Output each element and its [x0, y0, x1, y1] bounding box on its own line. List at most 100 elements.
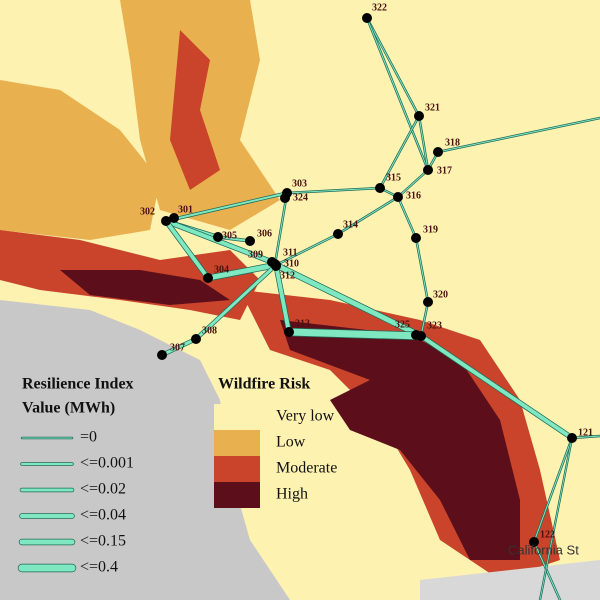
node: [161, 216, 171, 226]
node: [433, 147, 443, 157]
node: [157, 350, 167, 360]
node: [414, 111, 424, 121]
node: [284, 327, 294, 337]
legend-entries: =0 <=0.001 <=0.02 <=0.04 <=0.15 <=0.4: [17, 429, 134, 576]
line: [418, 115, 429, 171]
line: [274, 263, 291, 334]
legend-swatch: [214, 430, 260, 456]
line: [437, 117, 600, 153]
node-label: 311: [283, 247, 297, 258]
node-label: 304: [214, 264, 229, 275]
legend-swatch: [214, 456, 260, 482]
node-label: 323: [427, 320, 442, 331]
line: [160, 337, 198, 357]
legend-label: <=0.02: [80, 481, 126, 498]
node-label: 312: [280, 270, 295, 281]
line: [217, 236, 251, 242]
line: [533, 437, 573, 543]
transmission-lines: [159, 16, 600, 600]
node: [416, 331, 426, 341]
line: [366, 17, 420, 117]
legend-title: Value (MWh): [22, 400, 115, 417]
node-label: 321: [425, 102, 440, 113]
node-label: 121: [578, 427, 593, 438]
node: [375, 183, 385, 193]
line: [539, 437, 573, 600]
line: [274, 192, 288, 265]
line: [275, 233, 339, 266]
legend-resilience: Resilience Index Value (MWh) =0 <=0.001 <=…: [17, 376, 134, 576]
node-label: 320: [433, 289, 448, 300]
line: [194, 263, 278, 341]
legend-label: Low: [276, 434, 306, 451]
node: [423, 297, 433, 307]
place-label: California St: [508, 542, 579, 557]
line: [286, 187, 381, 194]
node-label: 307: [170, 342, 185, 353]
node-label: 302: [140, 206, 155, 217]
node: [393, 192, 403, 202]
node: [411, 233, 421, 243]
node-label: 316: [406, 190, 421, 201]
node-label: 122: [540, 529, 555, 540]
node-label: 308: [202, 325, 217, 336]
node-label: 309: [248, 249, 263, 260]
line: [533, 541, 561, 600]
legend-wildfire: Wildfire Risk Very low Low Moderate High: [214, 376, 337, 508]
node: [280, 193, 290, 203]
legend-swatch: [214, 404, 260, 430]
legend-label: <=0.15: [80, 533, 126, 550]
legend-entries: Very low Low Moderate High: [214, 404, 337, 508]
node-label: 314: [343, 219, 358, 230]
node: [333, 229, 343, 239]
line: [397, 196, 417, 239]
node-label: 319: [423, 224, 438, 235]
line: [285, 328, 425, 340]
node: [169, 213, 179, 223]
legend-label: Moderate: [276, 460, 337, 477]
line: [415, 237, 429, 303]
line: [366, 17, 429, 171]
legend-title: Resilience Index: [22, 376, 134, 393]
node-label: 301: [178, 204, 193, 215]
node-label: 322: [372, 2, 387, 13]
node: [529, 537, 539, 547]
line: [165, 192, 288, 222]
legend-label: <=0.001: [80, 455, 134, 472]
substations: 322 321 318 317 315 316 303 324 314 319 302 301 305 3…: [140, 2, 593, 547]
node: [362, 13, 372, 23]
node-label: 303: [292, 178, 307, 189]
node-label: 306: [257, 228, 272, 239]
node: [271, 261, 281, 271]
node-label: 317: [437, 165, 452, 176]
line: [420, 301, 429, 337]
legend-label: =0: [80, 429, 97, 446]
legend-label: <=0.04: [80, 507, 126, 524]
node: [213, 232, 223, 242]
node: [191, 334, 201, 344]
node: [567, 433, 577, 443]
node-label: 305: [222, 230, 237, 241]
line: [273, 262, 424, 339]
legend-label: Very low: [276, 408, 335, 425]
legend-swatch: [214, 482, 260, 508]
node: [423, 165, 433, 175]
legend-label: <=0.4: [80, 559, 118, 576]
line: [164, 219, 210, 280]
node-label: 318: [445, 137, 460, 148]
line: [205, 262, 279, 281]
node-label: 325: [395, 319, 410, 330]
node-label: 315: [386, 172, 401, 183]
legend-title: Wildfire Risk: [218, 376, 310, 393]
line: [397, 169, 429, 198]
line: [419, 334, 574, 440]
node-label: 313: [295, 318, 310, 329]
legend-label: High: [276, 486, 308, 503]
line: [379, 115, 420, 189]
node-label: 324: [293, 192, 308, 203]
node: [203, 273, 213, 283]
node: [245, 236, 255, 246]
